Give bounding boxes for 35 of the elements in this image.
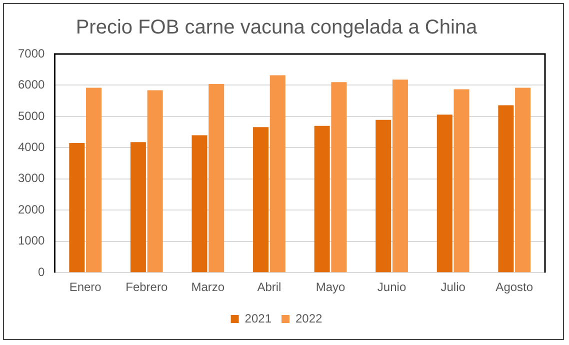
- chart-title: Precio FOB carne vacuna congelada a China: [76, 16, 478, 39]
- y-tick-label: 7000: [18, 46, 46, 60]
- legend-label: 2021: [244, 311, 272, 326]
- bar: [147, 90, 163, 272]
- x-tick-label: Abril: [257, 280, 282, 294]
- bar: [130, 142, 146, 272]
- bar: [270, 75, 286, 272]
- x-tick-label: Junio: [377, 280, 406, 294]
- legend-label: 2022: [296, 311, 323, 326]
- x-tick-label: Agosto: [496, 280, 534, 294]
- y-tick-label: 1000: [18, 234, 46, 248]
- y-tick-label: 0: [38, 264, 46, 279]
- bar: [69, 143, 85, 272]
- bar: [86, 88, 102, 272]
- y-tick-label: 5000: [18, 108, 46, 123]
- y-tick-label: 2000: [18, 202, 46, 216]
- y-tick-label: 6000: [18, 78, 46, 92]
- bar: [515, 88, 531, 272]
- bar: [436, 114, 452, 272]
- bar: [314, 126, 330, 272]
- x-tick-label: Marzo: [191, 280, 225, 294]
- bar: [498, 105, 514, 272]
- y-tick-label: 3000: [18, 171, 46, 186]
- x-tick-label: Febrero: [126, 280, 168, 294]
- x-tick-label: Enero: [69, 280, 102, 294]
- bar: [331, 82, 347, 272]
- x-tick-label: Mayo: [316, 280, 346, 294]
- bar: [454, 89, 470, 272]
- bar: [192, 135, 208, 272]
- bar: [208, 84, 224, 272]
- bar: [253, 127, 269, 272]
- bar: [392, 80, 408, 272]
- y-tick-label: 4000: [18, 140, 46, 154]
- bar: [376, 120, 392, 272]
- x-tick-label: Julio: [440, 280, 466, 294]
